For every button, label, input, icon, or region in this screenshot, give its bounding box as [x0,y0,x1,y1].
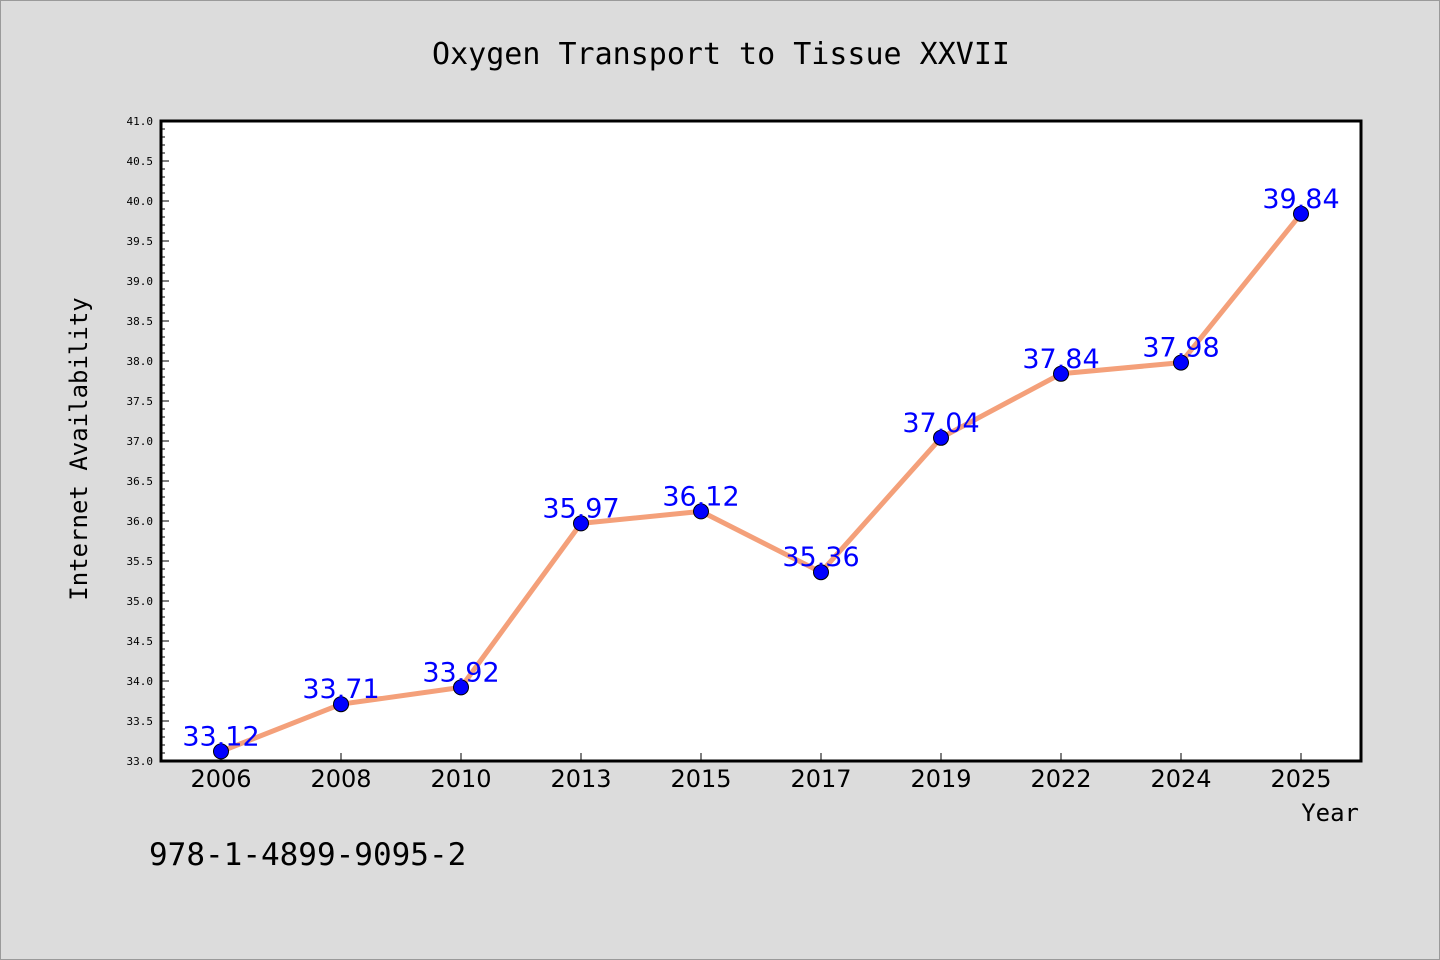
series-group [218,211,1304,754]
y-tick-label: 38.0 [127,355,154,368]
x-tick-label: 2010 [430,765,491,793]
x-tick-label: 2017 [790,765,851,793]
data-point [1053,365,1069,382]
data-label: 33.92 [422,657,499,688]
x-tick-label: 2022 [1030,765,1091,793]
data-label: 37.04 [902,408,979,439]
data-point [213,743,229,760]
chart-title: Oxygen Transport to Tissue XXVII [432,37,1010,72]
x-tick-label: 2025 [1270,765,1331,793]
y-axis-tick-labels: 33.0 33.5 34.0 34.5 35.0 35.5 36.0 36.5 37.0 37.5… [127,115,154,768]
data-point [1293,205,1309,222]
data-label: 33.12 [182,721,259,752]
x-axis-ticks [220,753,1302,761]
data-point [813,564,829,581]
x-tick-label: 2013 [550,765,611,793]
data-point [333,696,349,713]
y-tick-label: 36.5 [127,475,154,488]
x-tick-label: 2008 [310,765,371,793]
y-tick-label: 40.5 [127,155,154,168]
isbn-annotation: 978-1-4899-9095-2 [149,837,466,873]
y-tick-label: 40.0 [127,195,154,208]
data-label: 36.12 [662,481,739,512]
x-tick-label: 2015 [670,765,731,793]
x-tick-label: 2024 [1150,765,1211,793]
data-point [453,679,469,696]
marker-group [213,205,1309,760]
data-label: 37.98 [1142,333,1219,364]
y-tick-label: 39.5 [127,235,154,248]
y-tick-label: 35.5 [127,555,154,568]
x-tick-label: 2019 [910,765,971,793]
data-label: 35.36 [782,542,859,573]
y-tick-label: 36.0 [127,515,154,528]
y-tick-label: 33.0 [127,755,154,768]
data-point [1173,354,1189,371]
y-axis-ticks [161,120,169,762]
data-label: 33.71 [302,674,379,705]
data-point [933,429,949,446]
x-tick-label: 2006 [190,765,251,793]
x-axis-label: Year [1301,799,1359,827]
data-label: 37.84 [1022,344,1099,375]
series-line [218,211,1304,754]
y-tick-label: 35.0 [127,595,154,608]
data-label: 39.84 [1262,184,1339,215]
y-tick-label: 39.0 [127,275,154,288]
x-axis-tick-labels: 2006 2008 2010 2013 2015 2017 2019 2022 2024 2025 [190,765,1331,793]
y-axis-label: Internet Availability [65,297,93,600]
y-tick-label: 37.0 [127,435,154,448]
y-tick-label: 33.5 [127,715,154,728]
y-tick-label: 37.5 [127,395,154,408]
data-point [693,503,709,520]
data-point [573,515,589,532]
y-tick-label: 41.0 [127,115,154,128]
data-label: 35.97 [542,493,619,524]
y-tick-label: 38.5 [127,315,154,328]
y-tick-label: 34.0 [127,675,154,688]
data-label-group: 33.12 33.71 33.92 35.97 36.12 35.36 37.04 37.84… [182,184,1339,753]
plot-area [159,119,1363,763]
y-tick-label: 34.5 [127,635,154,648]
